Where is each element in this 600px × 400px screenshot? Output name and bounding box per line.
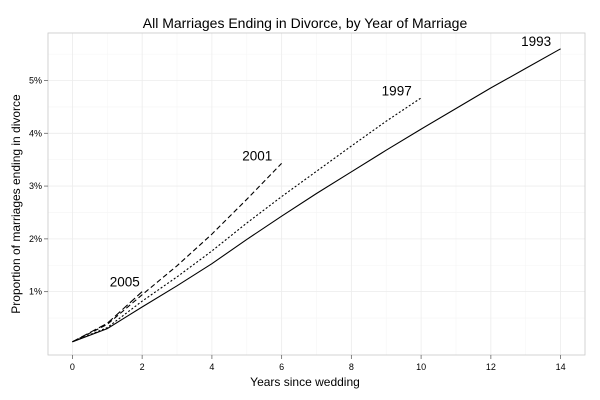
series-label-1997: 1997 <box>382 83 412 98</box>
x-tick-label: 10 <box>416 362 426 372</box>
chart-title: All Marriages Ending in Divorce, by Year… <box>143 15 468 31</box>
series-label-2001: 2001 <box>242 149 272 164</box>
series-labels: 1993 1997 2001 2005 <box>110 34 552 289</box>
plot-panel <box>47 32 586 356</box>
y-tick-label: 2% <box>29 234 42 244</box>
series-line-2001 <box>72 163 282 343</box>
x-tick-label: 12 <box>486 362 496 372</box>
x-tick-label: 8 <box>349 362 354 372</box>
x-tick-label: 4 <box>209 362 214 372</box>
y-tick-label: 3% <box>29 181 42 191</box>
x-tick-label: 14 <box>556 362 566 372</box>
y-tick-label: 5% <box>29 76 42 86</box>
x-tick-label: 2 <box>140 362 145 372</box>
y-axis-title: Proportion of marriages ending in divorc… <box>9 94 23 314</box>
y-tick-label: 4% <box>29 128 42 138</box>
series-line-2005 <box>72 291 143 343</box>
series-lines <box>72 48 561 343</box>
x-tick-label: 0 <box>70 362 75 372</box>
x-tick-label: 6 <box>279 362 284 372</box>
gridlines <box>48 33 585 355</box>
x-axis-title: Years since wedding <box>250 375 360 389</box>
y-tick-label: 1% <box>29 287 42 297</box>
series-line-1997 <box>72 97 422 343</box>
series-line-1993 <box>72 48 561 343</box>
axis-ticks: 0 2 4 6 8 10 12 14 1% 2% 3% 4% 5% <box>29 76 566 372</box>
series-label-1993: 1993 <box>521 34 551 49</box>
series-label-2005: 2005 <box>110 274 140 289</box>
